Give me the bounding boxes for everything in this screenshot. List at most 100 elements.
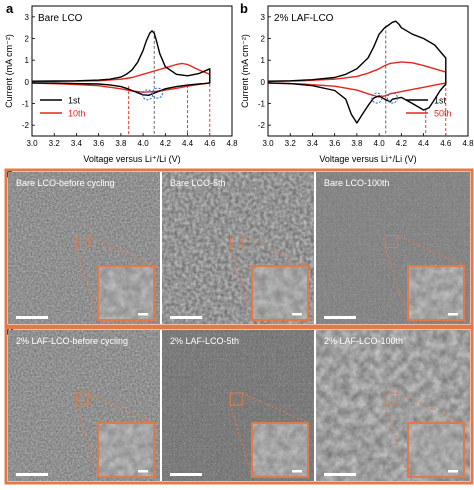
y-tick-label: 0	[261, 78, 266, 87]
x-axis-label: Voltage versus Li⁺/Li (V)	[83, 154, 180, 164]
zoom-connector	[75, 247, 99, 321]
scale-bar	[170, 473, 202, 476]
x-tick-label: 3.8	[351, 139, 363, 148]
scale-bar	[324, 473, 356, 476]
x-tick-label: 4.0	[138, 139, 150, 148]
sem-image-label: Bare LCO-5th	[170, 178, 226, 188]
zoom-source-box	[229, 235, 243, 249]
peak-highlight-circle	[371, 92, 383, 104]
x-tick-label: 3.2	[285, 139, 297, 148]
x-tick-label: 3.4	[71, 139, 83, 148]
x-tick-label: 3.0	[262, 139, 274, 148]
y-tick-label: 1	[25, 56, 30, 65]
sem-image-panel: 2% LAF-LCO-100th	[316, 330, 470, 481]
inset-scale-bar	[448, 313, 458, 316]
inset-scale-bar	[292, 470, 302, 473]
scale-bar	[324, 316, 356, 319]
sem-image-label: Bare LCO-before cycling	[16, 178, 115, 188]
x-tick-label: 4.4	[182, 139, 194, 148]
y-tick-label: 1	[261, 56, 266, 65]
inset-texture	[99, 424, 153, 476]
y-tick-label: 2	[25, 35, 30, 44]
scale-bar	[170, 316, 202, 319]
y-tick-label: -1	[22, 100, 30, 109]
y-tick-label: 3	[261, 13, 266, 22]
x-tick-label: 3.2	[49, 139, 61, 148]
legend-label: 50th	[434, 109, 452, 119]
scale-bar	[16, 316, 48, 319]
cv-chart-bare-lco: 3.0 3.2 3.4 3.6 3.8 4.0 4.2 4.4 4.6 4.8 -2 -1 0 1 2 3 B…	[4, 5, 238, 164]
x-tick-label: 4.4	[418, 139, 430, 148]
zoom-source-box	[75, 392, 89, 406]
x-tick-label: 3.6	[93, 139, 105, 148]
y-tick-label: 3	[25, 13, 30, 22]
panel-letter-a: a	[6, 1, 14, 16]
zoom-connector	[88, 392, 155, 424]
zoom-source-box	[384, 235, 398, 249]
zoom-source-box	[75, 235, 89, 249]
x-tick-label: 3.8	[115, 139, 127, 148]
inset-texture	[99, 267, 153, 319]
sem-image-panel: Bare LCO-before cycling	[8, 172, 160, 324]
x-axis-label: Voltage versus Li⁺/Li (V)	[319, 154, 416, 164]
y-axis-label: Current (mA cm⁻²)	[240, 34, 250, 108]
x-tick-label: 4.8	[462, 139, 474, 148]
chart-title: Bare LCO	[38, 13, 83, 24]
x-tick-label: 3.6	[329, 139, 341, 148]
x-tick-label: 4.0	[374, 139, 386, 148]
inset-scale-bar	[138, 313, 148, 316]
inset-texture	[253, 267, 307, 319]
peak-highlight-circle	[152, 87, 164, 99]
x-tick-label: 4.6	[440, 139, 452, 148]
peak-highlight-circle	[142, 89, 154, 101]
zoom-connector	[229, 247, 253, 321]
legend-label: 1st	[434, 96, 447, 106]
sem-image-label: 2% LAF-LCO-5th	[170, 336, 239, 346]
cv-chart-laf-lco: 3.0 3.2 3.4 3.6 3.8 4.0 4.2 4.4 4.6 4.8 -2 -1 0 1 2 3 2…	[240, 5, 474, 164]
y-axis-label: Current (mA cm⁻²)	[4, 34, 14, 108]
zoom-connector	[242, 392, 309, 424]
sem-image-panel: Bare LCO-100th	[316, 172, 470, 324]
zoom-connector	[384, 247, 409, 321]
y-tick-label: -2	[258, 121, 266, 130]
sem-row-bare-lco: Bare LCO-before cycling Bare LCO-5th Bare …	[4, 168, 474, 328]
scale-bar	[16, 473, 48, 476]
sem-image-label: Bare LCO-100th	[324, 178, 390, 188]
zoom-connector	[397, 392, 465, 424]
y-tick-label: -1	[258, 100, 266, 109]
x-tick-label: 4.6	[204, 139, 216, 148]
x-tick-label: 4.2	[160, 139, 172, 148]
series-line-1st	[31, 30, 211, 97]
zoom-connector	[75, 404, 99, 478]
zoom-connector	[88, 235, 155, 267]
inset-texture	[409, 267, 463, 319]
plot-frame	[31, 5, 233, 137]
inset-scale-bar	[292, 313, 302, 316]
zoom-connector	[229, 404, 253, 478]
sem-image-panel: 2% LAF-LCO-5th	[162, 330, 314, 481]
inset-texture	[409, 424, 463, 476]
x-tick-label: 3.4	[307, 139, 319, 148]
y-tick-label: -2	[22, 121, 30, 130]
zoom-connector	[397, 235, 465, 267]
sem-image-label: 2% LAF-LCO-before cycling	[16, 336, 128, 346]
row-frame	[4, 326, 474, 485]
inset-texture	[253, 424, 307, 476]
y-tick-label: 0	[25, 78, 30, 87]
x-tick-label: 4.2	[396, 139, 408, 148]
sem-image-panel: 2% LAF-LCO-before cycling	[8, 330, 160, 481]
legend-label: 1st	[68, 96, 81, 106]
zoom-source-box	[384, 392, 398, 406]
y-tick-label: 2	[261, 35, 266, 44]
sem-image-label: 2% LAF-LCO-100th	[324, 336, 403, 346]
sem-row-laf-lco: 2% LAF-LCO-before cycling 2% LAF-LCO-5th 2…	[4, 326, 474, 485]
chart-title: 2% LAF-LCO	[274, 13, 334, 24]
row-frame	[4, 168, 474, 328]
x-tick-label: 3.0	[26, 139, 38, 148]
series-line-1st	[267, 20, 447, 124]
x-tick-label: 4.8	[226, 139, 238, 148]
legend-label: 10th	[68, 109, 86, 119]
zoom-source-box	[229, 392, 243, 406]
sem-image-panel: Bare LCO-5th	[162, 172, 314, 324]
